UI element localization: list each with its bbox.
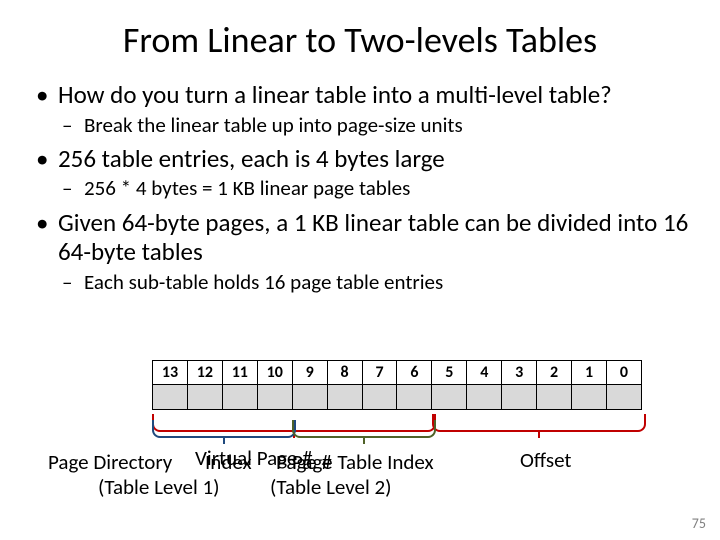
bullet-1-text: How do you turn a linear table into a mu… xyxy=(58,79,612,110)
bit-label: 8 xyxy=(328,360,363,385)
bit-label: 0 xyxy=(607,360,642,385)
bullet-2-sub-1: 256 * 4 bytes = 1 KB linear page tables xyxy=(80,175,690,201)
brace-page-table xyxy=(292,420,436,438)
bit-cell xyxy=(397,385,432,410)
bit-label: 6 xyxy=(397,360,432,385)
bit-cell xyxy=(188,385,223,410)
brace-offset xyxy=(432,414,646,432)
bit-cell xyxy=(537,385,572,410)
bit-label: 3 xyxy=(502,360,537,385)
bit-cell xyxy=(328,385,363,410)
bit-cell xyxy=(572,385,607,410)
label-index-word: Index xyxy=(205,449,252,475)
bit-body-row xyxy=(152,385,642,410)
bit-cell xyxy=(607,385,642,410)
page-number: 75 xyxy=(692,515,706,532)
label-table-level-2: (Table Level 2) xyxy=(270,474,392,500)
bit-cell xyxy=(432,385,467,410)
label-offset: Offset xyxy=(520,447,571,473)
bullet-list: How do you turn a linear table into a mu… xyxy=(30,80,690,295)
bullet-3-sub: Each sub-table holds 16 page table entri… xyxy=(58,269,690,295)
label-page-table-index: Page Table Index xyxy=(292,449,434,475)
bullet-3-text: Given 64-byte pages, a 1 KB linear table… xyxy=(58,207,688,268)
label-page-directory: Page Directory xyxy=(48,449,172,475)
bit-label: 4 xyxy=(467,360,502,385)
bit-label: 5 xyxy=(432,360,467,385)
label-table-level-1: (Table Level 1) xyxy=(98,474,220,500)
bit-cell xyxy=(152,385,188,410)
bit-cell xyxy=(223,385,258,410)
slide-title: From Linear to Two-levels Tables xyxy=(30,18,690,62)
bit-label: 1 xyxy=(572,360,607,385)
bullet-1-sub: Break the linear table up into page-size… xyxy=(58,112,690,138)
bit-cell xyxy=(258,385,293,410)
bullet-2-sub: 256 * 4 bytes = 1 KB linear page tables xyxy=(58,175,690,201)
bit-label: 13 xyxy=(152,360,188,385)
bullet-3-sub-1: Each sub-table holds 16 page table entri… xyxy=(80,269,690,295)
bullet-2: 256 table entries, each is 4 bytes large… xyxy=(54,144,690,202)
bit-cell xyxy=(293,385,328,410)
bit-label: 7 xyxy=(363,360,398,385)
slide: From Linear to Two-levels Tables How do … xyxy=(0,0,720,540)
bullet-1-sub-1: Break the linear table up into page-size… xyxy=(80,112,690,138)
bullet-3: Given 64-byte pages, a 1 KB linear table… xyxy=(54,208,690,295)
bit-label: 2 xyxy=(537,360,572,385)
bit-table: 13 12 11 10 9 8 7 6 5 4 3 2 1 0 xyxy=(152,360,642,412)
bit-label: 11 xyxy=(223,360,258,385)
bit-label: 10 xyxy=(258,360,293,385)
bit-label: 9 xyxy=(293,360,328,385)
bit-label: 12 xyxy=(188,360,223,385)
bit-header-row: 13 12 11 10 9 8 7 6 5 4 3 2 1 0 xyxy=(152,360,642,385)
brace-page-directory xyxy=(152,420,296,438)
bit-cell xyxy=(467,385,502,410)
bit-cell xyxy=(363,385,398,410)
bit-cell xyxy=(502,385,537,410)
bullet-1: How do you turn a linear table into a mu… xyxy=(54,80,690,138)
bit-diagram: 13 12 11 10 9 8 7 6 5 4 3 2 1 0 xyxy=(0,360,720,530)
bullet-2-text: 256 table entries, each is 4 bytes large xyxy=(58,143,445,174)
